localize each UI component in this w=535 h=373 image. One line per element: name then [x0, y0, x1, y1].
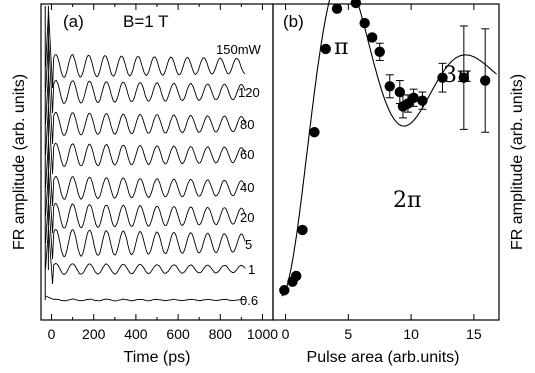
- data-point: [331, 3, 343, 14]
- panel-a-traces: 150mW 120 80 60 40 20 5 1 0.6: [44, 6, 262, 308]
- trace-5: [45, 199, 246, 260]
- data-point: [394, 86, 406, 98]
- panel-a-x-axis-label: Time (ps): [124, 349, 191, 366]
- panel-b: (b) 0 5 10 15 π 2π 3π Pulse area (arb.units…: [279, 0, 526, 366]
- panel-a-x-tick-label: 200: [82, 326, 106, 342]
- data-point: [309, 127, 320, 138]
- panel-b-x-tick-label: 5: [344, 326, 352, 342]
- panel-b-x-tick-label: 0: [282, 326, 290, 342]
- panel-b-label: (b): [283, 12, 304, 31]
- trace-label: 5: [245, 237, 252, 252]
- panel-a-x-tick-label: 0: [48, 326, 56, 342]
- trace-label: 120: [238, 85, 260, 100]
- field-annotation: B=1 T: [123, 12, 169, 31]
- trace-label: 0.6: [240, 293, 258, 308]
- panel-a-y-axis-label: FR amplitude (arb. units): [11, 74, 28, 250]
- data-point: [297, 224, 308, 236]
- two-pi-annotation: 2π: [393, 188, 421, 213]
- trace-150mW: [45, 10, 246, 89]
- trace-label: 20: [240, 210, 254, 225]
- trace-label: 150mW: [216, 42, 262, 57]
- panel-b-y-axis-label: FR amplitude (arb. units): [509, 74, 526, 250]
- data-point: [437, 72, 448, 83]
- trace-label: 60: [240, 147, 254, 162]
- panel-a-x-tick-label: 600: [166, 326, 190, 342]
- panel-b-x-tick-label: 15: [466, 326, 482, 342]
- trace-label: 40: [240, 180, 254, 195]
- data-point: [279, 285, 290, 296]
- fit-curve: [281, 0, 497, 297]
- panel-b-points: [279, 0, 491, 296]
- panel-b-x-axis-label: Pulse area (arb.units): [307, 349, 460, 366]
- data-point: [384, 81, 395, 92]
- panel-a-x-ticks: 0 200 400 600 800 1000: [48, 4, 278, 342]
- panel-a: (a) B=1 T 0 200 400 600 800 1000 150mW1208060…: [11, 4, 278, 366]
- trace-40: [45, 140, 246, 207]
- trace-80: [45, 72, 246, 145]
- trace-60: [45, 105, 246, 175]
- panel-b-frame: [272, 3, 500, 321]
- panel-b-x-tick-label: 10: [403, 326, 419, 342]
- trace-120: [45, 38, 246, 114]
- data-point: [479, 75, 491, 86]
- panel-a-x-tick-label: 400: [124, 326, 148, 342]
- trace-06: [45, 295, 246, 302]
- panel-b-ticks: 0 5 10 15: [282, 4, 482, 342]
- data-point: [320, 43, 331, 55]
- data-point: [291, 270, 302, 282]
- data-point: [417, 95, 428, 106]
- panel-a-label: (a): [63, 12, 84, 31]
- data-point: [374, 46, 385, 58]
- data-point: [408, 92, 419, 103]
- trace-20: [45, 170, 246, 234]
- trace-1: [45, 227, 246, 285]
- three-pi-annotation: 3π: [443, 63, 471, 88]
- data-point: [458, 72, 470, 83]
- trace-label: 80: [240, 117, 254, 132]
- data-point: [359, 17, 370, 29]
- pi-annotation: π: [334, 35, 348, 60]
- data-point: [350, 0, 362, 9]
- panel-a-x-tick-label: 1000: [247, 326, 278, 342]
- trace-label: 1: [248, 262, 255, 277]
- panel-a-x-tick-label: 800: [209, 326, 233, 342]
- data-point: [366, 32, 378, 43]
